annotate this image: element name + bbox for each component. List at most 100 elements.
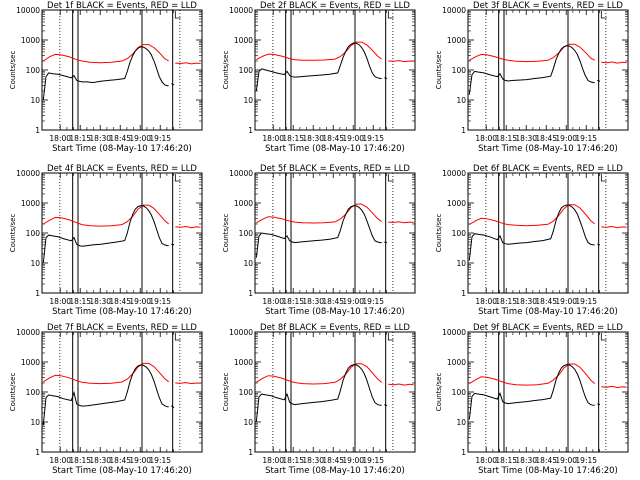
x-tick-label: 18:30 xyxy=(89,297,111,306)
detector-panel-6: Det 6f BLACK = Events, RED = LLD 1 10 100 10… xyxy=(435,164,629,317)
x-tick-label: 19:00 xyxy=(342,297,364,306)
events-series-line-tail xyxy=(597,79,601,82)
y-tick-label: 10 xyxy=(30,259,40,268)
x-tick-label: 18:00 xyxy=(475,456,497,465)
y-tick-label: 10 xyxy=(456,418,466,427)
lld-series-line-tail xyxy=(175,382,201,385)
x-tick-label: 18:15 xyxy=(69,134,91,143)
events-series-line-tail xyxy=(171,243,175,246)
events-series-line xyxy=(42,364,169,425)
corner-bracket-marker xyxy=(387,333,394,341)
y-tick-label: 1000 xyxy=(234,358,253,367)
x-tick-label: 19:00 xyxy=(342,134,364,143)
x-tick-label: 18:00 xyxy=(262,134,284,143)
events-series-line-tail xyxy=(597,243,601,246)
lld-series-line xyxy=(256,363,383,385)
corner-bracket-marker xyxy=(174,174,181,182)
y-axis-label: Counts/sec xyxy=(435,51,443,90)
plot-frame xyxy=(41,9,203,131)
x-tick-label: 19:00 xyxy=(129,456,151,465)
y-tick-label: 10000 xyxy=(16,6,40,15)
panel-title: Det 1f BLACK = Events, RED = LLD xyxy=(47,1,197,11)
events-series-line-tail xyxy=(384,241,388,244)
lld-series-line-tail xyxy=(388,383,414,386)
events-series-line xyxy=(468,45,595,95)
y-tick-label: 10000 xyxy=(16,169,40,178)
events-series-line-tail xyxy=(597,403,601,406)
x-tick-label: 18:30 xyxy=(302,456,324,465)
events-series-line xyxy=(255,364,382,423)
plot-frame xyxy=(467,331,629,453)
y-tick-label: 100 xyxy=(26,388,41,397)
y-tick-label: 1 xyxy=(35,126,40,135)
y-tick-label: 100 xyxy=(452,388,467,397)
y-axis-label: Counts/sec xyxy=(435,214,443,253)
x-tick-label: 18:45 xyxy=(322,456,344,465)
y-tick-label: 100 xyxy=(452,66,467,75)
detector-panel-8: Det 8f BLACK = Events, RED = LLD 1 10 100 10… xyxy=(222,323,416,476)
x-tick-label: 18:45 xyxy=(322,297,344,306)
x-tick-label: 19:15 xyxy=(575,297,597,306)
x-tick-label: 19:00 xyxy=(129,297,151,306)
y-tick-label: 1 xyxy=(248,289,253,298)
y-tick-label: 1 xyxy=(461,289,466,298)
x-tick-label: 18:15 xyxy=(69,456,91,465)
lld-series-line xyxy=(469,204,596,227)
panel-title: Det 8f BLACK = Events, RED = LLD xyxy=(260,323,410,333)
y-tick-label: 1 xyxy=(35,289,40,298)
x-tick-label: 18:30 xyxy=(515,456,537,465)
x-tick-label: 18:15 xyxy=(282,456,304,465)
y-tick-label: 1000 xyxy=(234,36,253,45)
y-tick-label: 10 xyxy=(30,96,40,105)
x-tick-label: 19:15 xyxy=(575,134,597,143)
x-axis-label: Start Time (08-May-10 17:46:20) xyxy=(478,144,618,154)
x-axis-label: Start Time (08-May-10 17:46:20) xyxy=(52,144,192,154)
x-tick-label: 18:45 xyxy=(535,297,557,306)
y-tick-label: 10000 xyxy=(442,6,466,15)
lld-series-line xyxy=(469,43,595,63)
x-tick-label: 18:00 xyxy=(49,134,71,143)
corner-bracket-marker xyxy=(387,174,394,182)
y-tick-label: 10000 xyxy=(442,169,466,178)
x-axis-label: Start Time (08-May-10 17:46:20) xyxy=(52,307,192,317)
y-tick-label: 1 xyxy=(461,126,466,135)
y-tick-label: 1 xyxy=(461,448,466,457)
y-tick-label: 10 xyxy=(456,96,466,105)
detector-panel-1: Det 1f BLACK = Events, RED = LLD 1 10 100 10… xyxy=(9,1,203,154)
panel-title: Det 9f BLACK = Events, RED = LLD xyxy=(473,323,623,333)
panel-title: Det 4f BLACK = Events, RED = LLD xyxy=(47,164,197,174)
x-tick-label: 18:30 xyxy=(89,134,111,143)
corner-bracket-marker xyxy=(600,11,607,19)
lld-series-line-tail xyxy=(388,60,414,63)
x-tick-label: 19:00 xyxy=(129,134,151,143)
corner-bracket-marker xyxy=(600,174,607,182)
plot-frame xyxy=(254,331,416,453)
y-tick-label: 1000 xyxy=(447,36,466,45)
y-tick-label: 100 xyxy=(26,229,41,238)
lld-series-line xyxy=(469,363,596,386)
x-tick-label: 18:30 xyxy=(515,297,537,306)
y-tick-label: 100 xyxy=(239,388,254,397)
x-tick-label: 19:15 xyxy=(149,297,171,306)
events-series-line xyxy=(42,205,169,264)
y-tick-label: 1000 xyxy=(447,199,466,208)
y-tick-label: 10000 xyxy=(442,328,466,337)
y-axis-label: Counts/sec xyxy=(222,51,230,90)
y-tick-label: 10 xyxy=(243,96,253,105)
plot-frame xyxy=(41,172,203,294)
events-series-line-tail xyxy=(171,405,175,409)
x-tick-label: 18:45 xyxy=(322,134,344,143)
plot-frame xyxy=(254,9,416,131)
x-axis-label: Start Time (08-May-10 17:46:20) xyxy=(52,466,192,476)
y-tick-label: 1000 xyxy=(21,199,40,208)
detector-panel-7: Det 7f BLACK = Events, RED = LLD 1 10 100 10… xyxy=(9,323,203,476)
lld-series-line-tail xyxy=(388,221,414,224)
y-tick-label: 1 xyxy=(248,448,253,457)
x-tick-label: 18:00 xyxy=(49,456,71,465)
x-tick-label: 19:15 xyxy=(362,297,384,306)
x-axis-label: Start Time (08-May-10 17:46:20) xyxy=(265,144,405,154)
x-tick-label: 18:30 xyxy=(515,134,537,143)
y-tick-label: 100 xyxy=(239,66,254,75)
x-tick-label: 18:00 xyxy=(475,297,497,306)
